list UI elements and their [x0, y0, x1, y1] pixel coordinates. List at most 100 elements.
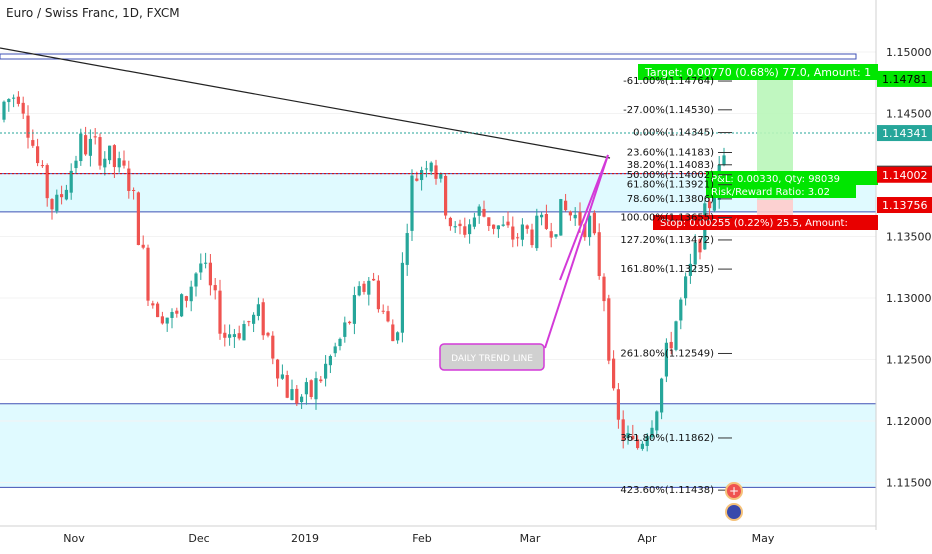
candle-body: [84, 135, 88, 155]
candle-body: [674, 321, 678, 350]
candle-body: [391, 324, 395, 342]
candle-body: [554, 234, 558, 237]
candle-body: [271, 335, 275, 359]
x-tick-label: Dec: [188, 532, 209, 545]
pnl-label: P&L: 0.00330, Qty: 98039: [711, 174, 840, 185]
candle-body: [693, 242, 697, 265]
globe-event-icon: [725, 503, 743, 521]
candle-body: [405, 233, 409, 265]
candle-body: [184, 296, 188, 301]
candle-body: [98, 137, 102, 166]
candle-body: [189, 286, 193, 302]
candle-body: [352, 295, 356, 324]
candle-body: [31, 140, 35, 146]
candle-body: [506, 221, 510, 226]
candle-body: [93, 136, 97, 138]
fib-level-label: 261.80%(1.12549): [620, 348, 714, 359]
descending-trend-line: [0, 47, 611, 159]
candle-body: [112, 145, 116, 168]
stop-label: Stop: 0.00255 (0.22%) 25.5, Amount:: [660, 218, 848, 229]
candle-body: [180, 294, 184, 317]
candle-body: [501, 224, 505, 226]
fib-level-label: -61.00%(1.14764): [623, 76, 714, 87]
candle-body: [319, 379, 323, 382]
candle-body: [684, 276, 688, 299]
y-tick-label: 1.13500: [886, 231, 932, 244]
candle-body: [45, 165, 49, 199]
candle-body: [381, 310, 385, 312]
x-tick-label: Mar: [520, 532, 541, 545]
chart-title: Euro / Swiss Franc, 1D, FXCM: [6, 6, 180, 20]
candle-body: [7, 99, 11, 103]
candle-body: [583, 224, 587, 238]
candle-body: [285, 375, 289, 398]
x-tick-label: May: [752, 532, 775, 545]
candle-body: [376, 280, 380, 310]
fib-level-label: 50.00%(1.14002): [627, 170, 714, 181]
candle-body: [223, 332, 227, 338]
candle-body: [55, 194, 59, 211]
candle-body: [472, 217, 476, 227]
candle-body: [213, 285, 217, 291]
fib-level-label: 61.80%(1.13921): [627, 180, 714, 191]
candle-body: [616, 389, 620, 420]
candle-body: [602, 276, 606, 302]
candle-body: [592, 212, 596, 234]
candle-body: [420, 170, 424, 181]
trend-label-box: [439, 343, 545, 371]
candle-body: [679, 299, 683, 321]
candle-body: [424, 168, 428, 170]
candle-body: [664, 342, 668, 377]
x-tick-label: Nov: [63, 532, 85, 545]
candle-body: [535, 215, 539, 249]
candle-body: [631, 435, 635, 440]
candle-body: [12, 97, 16, 99]
candle-body: [722, 155, 726, 166]
candle-body: [108, 145, 112, 161]
candle-body: [252, 314, 256, 324]
candle-body: [146, 247, 150, 301]
candle-body: [74, 160, 78, 169]
candle-body: [132, 189, 136, 191]
x-tick-label: 2019: [291, 532, 319, 545]
candle-body: [626, 433, 630, 439]
y-tick-label: 1.12500: [886, 354, 932, 367]
candle-body: [468, 224, 472, 235]
price-tag-label: 1.14341: [882, 127, 928, 140]
candle-body: [333, 346, 337, 354]
candle-body: [621, 419, 625, 441]
candle-body: [386, 311, 390, 322]
candle-body: [396, 332, 400, 341]
candle-body: [50, 199, 54, 210]
fib-level-label: 127.20%(1.13472): [620, 235, 714, 246]
candle-body: [117, 158, 121, 168]
fib-level-label: 361.80%(1.11862): [620, 433, 714, 444]
x-tick-label: Feb: [412, 532, 431, 545]
x-tick-label: Apr: [637, 532, 657, 545]
candle-body: [88, 138, 92, 156]
ratio-label: Risk/Reward Ratio: 3.02: [711, 187, 830, 198]
candle-body: [372, 278, 376, 281]
candle-body: [228, 334, 232, 338]
candle-body: [448, 217, 452, 227]
candle-body: [103, 158, 107, 168]
candle-body: [343, 322, 347, 337]
candle-body: [175, 310, 179, 314]
candle-body: [636, 439, 640, 449]
candle-body: [573, 214, 577, 219]
candle-body: [199, 263, 203, 273]
candle-body: [645, 436, 649, 446]
candle-body: [492, 224, 496, 229]
candle-body: [141, 244, 145, 248]
candle-body: [362, 283, 366, 292]
candle-body: [688, 263, 692, 276]
candle-body: [256, 304, 260, 316]
ratio-label-box: [706, 184, 856, 198]
candle-body: [242, 323, 246, 341]
candle-body: [266, 332, 270, 336]
plus-event-icon: [725, 482, 743, 500]
candle-body: [712, 197, 716, 211]
candle-body: [640, 443, 644, 449]
